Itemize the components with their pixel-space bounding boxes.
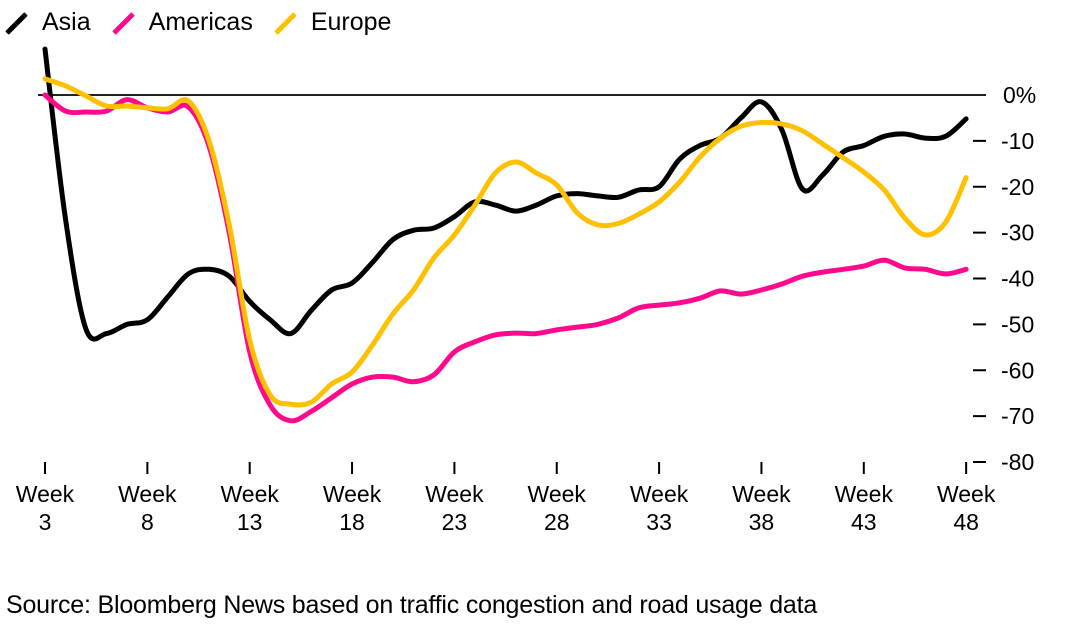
legend-item-europe: Europe [275, 8, 392, 37]
legend-item-americas: Americas [113, 8, 253, 37]
chart-legend: Asia Americas Europe [6, 8, 413, 37]
x-tick-label-number: 48 [953, 509, 979, 535]
x-tick-label-week: Week [937, 481, 996, 507]
series-line-asia [42, 46, 969, 342]
y-tick-label: -80 [1001, 449, 1034, 475]
x-tick-label-number: 43 [851, 509, 877, 535]
x-tick-label-number: 13 [237, 509, 263, 535]
x-tick-label-week: Week [732, 481, 791, 507]
source-note: Source: Bloomberg News based on traffic … [6, 591, 818, 619]
x-tick-label-week: Week [16, 481, 75, 507]
x-tick-label-number: 38 [749, 509, 775, 535]
legend-label-asia: Asia [42, 8, 91, 36]
series-line-europe [42, 76, 969, 408]
x-tick-label-number: 3 [39, 509, 52, 535]
y-tick-label: 0% [1003, 82, 1036, 108]
legend-label-americas: Americas [148, 8, 253, 36]
y-tick-label: -70 [1001, 403, 1034, 429]
x-tick-label-number: 23 [442, 509, 468, 535]
x-tick-label-week: Week [630, 481, 689, 507]
x-tick-label-week: Week [323, 481, 382, 507]
legend-label-europe: Europe [310, 8, 392, 36]
legend-item-asia: Asia [6, 8, 91, 37]
x-tick-label-week: Week [118, 481, 177, 507]
series-line-americas [42, 92, 969, 424]
y-tick-label: -20 [1001, 174, 1034, 200]
series-lines [42, 46, 969, 424]
y-tick-label: -60 [1001, 357, 1034, 383]
x-tick-label-week: Week [425, 481, 484, 507]
y-tick-label: -10 [1001, 128, 1034, 154]
x-tick-label-number: 18 [339, 509, 365, 535]
x-tick-label-number: 33 [646, 509, 672, 535]
y-tick-label: -30 [1001, 220, 1034, 246]
x-tick-label-week: Week [835, 481, 894, 507]
y-tick-label: -40 [1001, 266, 1034, 292]
x-tick-label-week: Week [528, 481, 587, 507]
x-tick-label-number: 28 [544, 509, 570, 535]
x-tick-label-number: 8 [141, 509, 154, 535]
x-tick-label-week: Week [221, 481, 280, 507]
axes: 0%-10-20-30-40-50-60-70-80Week3Week8Week… [16, 82, 1036, 535]
y-tick-label: -50 [1001, 311, 1034, 337]
